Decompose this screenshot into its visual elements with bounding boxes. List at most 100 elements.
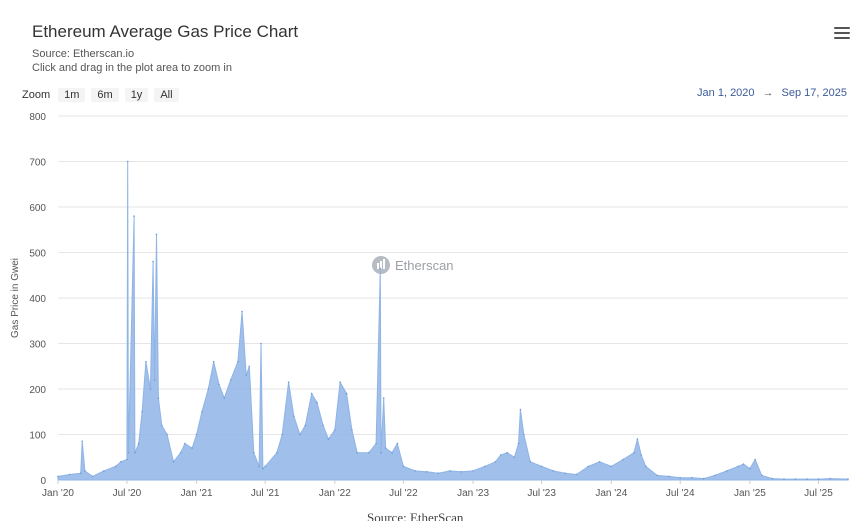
data-point xyxy=(783,478,785,480)
data-point xyxy=(253,451,255,454)
data-point xyxy=(598,461,601,463)
y-tick-label: 700 xyxy=(29,158,46,169)
data-point xyxy=(120,461,122,463)
data-point xyxy=(179,451,182,454)
watermark-text: Etherscan xyxy=(395,258,454,273)
chart-subtitle: Source: Etherscan.io Click and drag in t… xyxy=(32,47,232,75)
data-point xyxy=(760,474,763,477)
data-point xyxy=(714,474,716,477)
data-point xyxy=(316,401,318,404)
x-tick-label: Jan '21 xyxy=(181,488,213,499)
data-point xyxy=(351,429,353,431)
data-point xyxy=(276,451,278,454)
y-tick-label: 200 xyxy=(29,385,46,396)
data-point xyxy=(749,467,751,470)
y-axis-ticks: 0 100 200 300 400 500 600 700 800 xyxy=(29,112,46,487)
data-point xyxy=(794,478,797,480)
hamburger-menu-icon[interactable] xyxy=(834,27,850,43)
x-tick-label: Jul '21 xyxy=(251,488,280,499)
data-point xyxy=(754,458,756,461)
data-point xyxy=(334,429,336,431)
data-point xyxy=(237,360,239,363)
data-point xyxy=(264,465,267,468)
data-point xyxy=(191,447,193,449)
data-point xyxy=(384,447,387,449)
data-point xyxy=(382,397,385,399)
range-arrow-icon: → xyxy=(762,87,774,99)
data-point xyxy=(375,442,377,445)
data-point xyxy=(622,458,624,461)
range-to-input[interactable]: Sep 17, 2025 xyxy=(781,87,847,99)
data-point xyxy=(339,381,341,384)
data-point xyxy=(460,471,463,473)
data-point xyxy=(137,442,140,445)
data-point xyxy=(152,260,154,263)
range-from-input[interactable]: Jan 1, 2020 xyxy=(697,87,755,99)
data-point xyxy=(161,424,163,427)
data-point xyxy=(640,454,642,456)
data-point xyxy=(402,465,405,468)
data-point xyxy=(449,470,451,472)
data-point xyxy=(519,408,522,411)
data-point xyxy=(645,465,647,468)
data-point xyxy=(262,467,264,470)
logo-bar xyxy=(377,263,379,269)
data-point xyxy=(345,392,348,395)
zoom-hint-text: Click and drag in the plot area to zoom … xyxy=(32,62,232,74)
data-point xyxy=(184,442,186,445)
data-point xyxy=(91,475,94,478)
series-area xyxy=(57,160,849,481)
data-point xyxy=(166,433,168,436)
x-tick-label: Jul '24 xyxy=(666,488,695,499)
data-point xyxy=(79,472,82,475)
data-point xyxy=(426,471,428,473)
data-point xyxy=(133,215,135,217)
data-point xyxy=(691,476,693,479)
y-axis-label: Gas Price in Gwei xyxy=(10,258,21,338)
data-point xyxy=(218,383,220,386)
data-point xyxy=(310,392,313,395)
data-point xyxy=(472,470,474,472)
x-tick-label: Jul '20 xyxy=(113,488,142,499)
x-tick-label: Jan '20 xyxy=(42,488,74,499)
date-range: Jan 1, 2020 → Sep 17, 2025 xyxy=(697,87,847,99)
data-point xyxy=(806,478,808,480)
zoom-6m-button[interactable]: 6m xyxy=(91,88,119,102)
series-area-fill xyxy=(57,161,849,481)
logo-bar xyxy=(383,259,385,269)
data-point xyxy=(149,388,152,390)
data-point xyxy=(241,310,243,313)
zoom-1y-button[interactable]: 1y xyxy=(124,88,149,102)
data-point xyxy=(201,411,203,413)
data-point xyxy=(513,456,516,459)
data-point xyxy=(207,388,210,390)
y-tick-label: 300 xyxy=(29,340,46,351)
x-tick-label: Jan '23 xyxy=(457,488,489,499)
zoom-1m-button[interactable]: 1m xyxy=(58,88,86,102)
data-point xyxy=(281,433,284,436)
data-point xyxy=(633,451,635,454)
data-point xyxy=(575,473,578,476)
chart-title: Ethereum Average Gas Price Chart xyxy=(32,22,299,41)
data-point xyxy=(702,477,705,480)
data-point xyxy=(172,461,175,463)
data-point xyxy=(379,267,382,270)
zoom-all-button[interactable]: All xyxy=(154,88,179,102)
data-point xyxy=(304,424,307,427)
y-tick-label: 500 xyxy=(29,249,46,260)
data-point xyxy=(212,360,215,363)
data-point xyxy=(81,440,83,443)
data-point xyxy=(523,433,525,436)
data-point xyxy=(103,470,105,472)
data-point xyxy=(656,474,658,477)
data-point xyxy=(114,465,117,468)
x-tick-label: Jan '25 xyxy=(734,488,766,499)
data-point xyxy=(127,451,130,454)
watermark: Etherscan xyxy=(372,256,454,274)
data-point xyxy=(391,451,393,454)
data-point xyxy=(742,463,745,465)
data-point xyxy=(517,442,520,445)
data-point xyxy=(636,438,639,440)
data-point xyxy=(57,475,59,478)
